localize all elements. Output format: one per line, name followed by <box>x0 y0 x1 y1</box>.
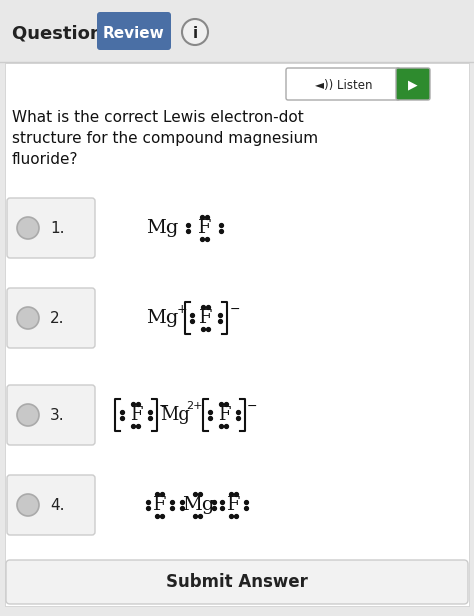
Text: −: − <box>159 400 170 413</box>
Text: Mg: Mg <box>146 219 178 237</box>
Circle shape <box>17 404 39 426</box>
Circle shape <box>17 217 39 239</box>
FancyBboxPatch shape <box>0 0 474 62</box>
Text: Question 5: Question 5 <box>12 24 121 42</box>
Text: Mg: Mg <box>160 406 190 424</box>
FancyBboxPatch shape <box>6 560 468 604</box>
FancyBboxPatch shape <box>396 68 430 100</box>
Text: +: + <box>177 302 188 315</box>
Text: 2+: 2+ <box>186 401 202 411</box>
Text: i: i <box>192 25 198 41</box>
FancyBboxPatch shape <box>97 12 171 50</box>
Text: −: − <box>247 400 257 413</box>
Text: F: F <box>198 219 212 237</box>
Text: F: F <box>153 496 167 514</box>
Text: F: F <box>130 406 142 424</box>
Text: 2.: 2. <box>50 310 64 325</box>
Text: ◄)) Listen: ◄)) Listen <box>315 78 373 92</box>
Text: What is the correct Lewis electron-dot
structure for the compound magnesium
fluo: What is the correct Lewis electron-dot s… <box>12 110 318 167</box>
Text: 3.: 3. <box>50 408 64 423</box>
FancyBboxPatch shape <box>7 475 95 535</box>
FancyBboxPatch shape <box>5 63 469 606</box>
Text: ▶: ▶ <box>408 78 418 92</box>
Circle shape <box>182 19 208 45</box>
Text: F: F <box>227 496 241 514</box>
Text: Review: Review <box>103 25 165 41</box>
Circle shape <box>17 494 39 516</box>
Text: F: F <box>218 406 230 424</box>
FancyBboxPatch shape <box>286 68 400 100</box>
FancyBboxPatch shape <box>7 288 95 348</box>
Text: F: F <box>199 309 213 327</box>
FancyBboxPatch shape <box>7 385 95 445</box>
Text: Mg: Mg <box>182 496 214 514</box>
Text: 4.: 4. <box>50 498 64 513</box>
FancyBboxPatch shape <box>7 198 95 258</box>
Text: Mg: Mg <box>146 309 178 327</box>
Text: 1.: 1. <box>50 221 64 235</box>
Circle shape <box>17 307 39 329</box>
Text: Submit Answer: Submit Answer <box>166 573 308 591</box>
Text: −: − <box>230 302 240 315</box>
